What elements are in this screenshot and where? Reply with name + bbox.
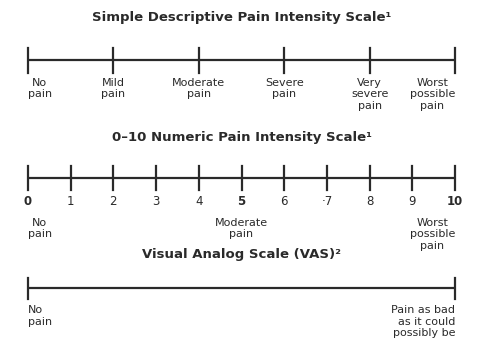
Text: Worst
possible
pain: Worst possible pain xyxy=(410,78,455,111)
Text: No
pain: No pain xyxy=(28,218,52,239)
Text: 1: 1 xyxy=(67,195,74,209)
Text: 4: 4 xyxy=(195,195,202,209)
Text: Pain as bad
as it could
possibly be: Pain as bad as it could possibly be xyxy=(391,305,455,338)
Text: 6: 6 xyxy=(281,195,288,209)
Text: Visual Analog Scale (VAS)²: Visual Analog Scale (VAS)² xyxy=(142,248,341,261)
Text: 9: 9 xyxy=(409,195,416,209)
Text: ·7: ·7 xyxy=(321,195,333,209)
Text: No
pain: No pain xyxy=(28,305,52,327)
Text: 5: 5 xyxy=(237,195,246,209)
Text: Moderate
pain: Moderate pain xyxy=(215,218,268,239)
Text: Very
severe
pain: Very severe pain xyxy=(351,78,388,111)
Text: 3: 3 xyxy=(152,195,160,209)
Text: Moderate
pain: Moderate pain xyxy=(172,78,226,99)
Text: Severe
pain: Severe pain xyxy=(265,78,304,99)
Text: Worst
possible
pain: Worst possible pain xyxy=(410,218,455,251)
Text: 8: 8 xyxy=(366,195,373,209)
Text: No
pain: No pain xyxy=(28,78,52,99)
Text: Simple Descriptive Pain Intensity Scale¹: Simple Descriptive Pain Intensity Scale¹ xyxy=(92,11,391,24)
Text: 0–10 Numeric Pain Intensity Scale¹: 0–10 Numeric Pain Intensity Scale¹ xyxy=(112,131,371,144)
Text: 10: 10 xyxy=(447,195,463,209)
Text: Mild
pain: Mild pain xyxy=(101,78,126,99)
Text: 0: 0 xyxy=(24,195,32,209)
Text: 2: 2 xyxy=(110,195,117,209)
